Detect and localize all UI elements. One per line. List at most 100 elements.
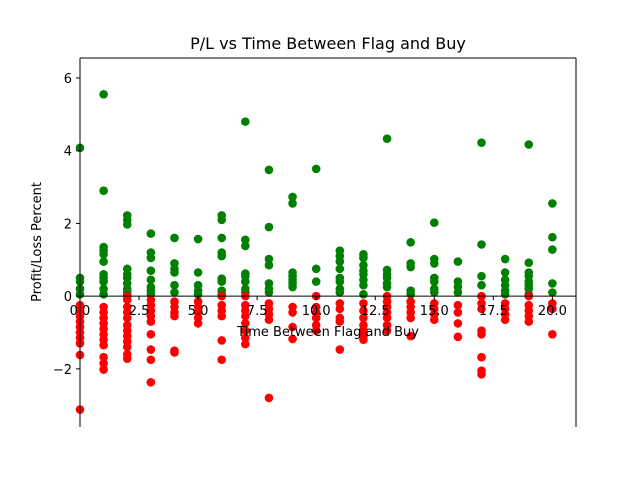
profit-point xyxy=(217,215,227,225)
x-tick-label: 12.5 xyxy=(361,304,390,319)
profit-point xyxy=(548,288,557,297)
loss-point xyxy=(217,336,227,345)
profit-point xyxy=(382,134,392,144)
profit-point xyxy=(335,277,345,286)
profit-point xyxy=(217,233,227,243)
profit-point xyxy=(548,279,557,288)
profit-point xyxy=(359,253,368,263)
profit-point xyxy=(170,288,179,297)
profit-point xyxy=(477,240,486,249)
axes-layer: 0.0 2.5 5.0 7.5 10.0 12.5 15.0 17.5 20.0 −2 0 2 4 6 xyxy=(53,57,577,427)
loss-point xyxy=(453,300,463,310)
x-tick-label: 15.0 xyxy=(420,304,449,319)
loss-point xyxy=(241,326,250,335)
y-axis-title: Profit/Loss Percent xyxy=(30,182,45,302)
loss-point xyxy=(335,313,345,323)
loss-point xyxy=(122,349,132,359)
profit-point xyxy=(264,254,274,264)
profit-point xyxy=(99,290,108,299)
profit-point xyxy=(406,262,415,272)
profit-point xyxy=(146,229,156,238)
y-tick-label: 0 xyxy=(64,290,72,305)
loss-point xyxy=(477,299,486,308)
loss-point xyxy=(335,345,345,354)
x-tick-label: 7.5 xyxy=(247,304,268,319)
loss-point xyxy=(99,359,108,368)
loss-point xyxy=(453,319,463,328)
loss-point xyxy=(429,299,439,308)
loss-point xyxy=(217,355,227,365)
loss-point xyxy=(146,377,156,387)
loss-point xyxy=(382,320,392,330)
loss-point xyxy=(406,331,415,341)
profit-point xyxy=(500,290,510,299)
profit-point xyxy=(453,288,463,297)
profit-point xyxy=(524,140,534,149)
loss-point xyxy=(359,320,368,330)
loss-point xyxy=(241,319,250,328)
loss-point xyxy=(241,339,250,349)
loss-point xyxy=(477,352,486,362)
profit-point xyxy=(406,238,415,247)
loss-point xyxy=(99,352,108,362)
loss-point xyxy=(264,393,274,403)
profit-point xyxy=(311,264,321,274)
profit-point xyxy=(477,280,486,290)
profit-point xyxy=(311,277,321,286)
profit-point xyxy=(217,277,227,286)
profit-point xyxy=(146,253,156,263)
loss-point xyxy=(477,366,486,375)
profit-point xyxy=(429,218,439,227)
profit-point xyxy=(288,192,297,202)
points-layer xyxy=(75,90,557,414)
loss-point xyxy=(122,320,132,330)
profit-point xyxy=(335,257,345,266)
loss-point xyxy=(146,345,156,354)
loss-point xyxy=(500,299,510,308)
profit-point xyxy=(99,90,108,99)
chart-title: P/L vs Time Between Flag and Buy xyxy=(190,34,466,53)
loss-point xyxy=(217,300,227,310)
y-tick-label: −2 xyxy=(53,363,72,378)
profit-point xyxy=(359,280,368,290)
profit-point xyxy=(241,241,250,251)
profit-point xyxy=(122,220,132,229)
profit-point xyxy=(548,245,557,254)
profit-point xyxy=(264,165,274,175)
loss-point xyxy=(193,297,203,306)
y-tick-label: 2 xyxy=(64,217,72,232)
profit-point xyxy=(524,258,534,267)
x-tick-label: 0.0 xyxy=(70,304,91,319)
loss-point xyxy=(477,326,486,335)
profit-point xyxy=(146,275,156,285)
loss-point xyxy=(311,320,321,330)
profit-point xyxy=(382,282,392,292)
profit-point xyxy=(335,288,345,297)
profit-point xyxy=(99,250,108,259)
profit-point xyxy=(288,199,297,208)
profit-point xyxy=(193,268,203,277)
profit-point xyxy=(288,282,297,292)
loss-point xyxy=(122,302,132,312)
profit-point xyxy=(193,234,203,244)
x-tick-label: 2.5 xyxy=(129,304,150,319)
profit-point xyxy=(170,233,179,243)
profit-point xyxy=(548,232,557,242)
profit-point xyxy=(264,288,274,297)
x-tick-label: 5.0 xyxy=(188,304,209,319)
profit-point xyxy=(453,257,463,266)
profit-point xyxy=(429,277,439,286)
loss-point xyxy=(548,330,557,339)
loss-point xyxy=(359,313,368,323)
profit-point xyxy=(548,199,557,208)
profit-point xyxy=(500,254,510,264)
profit-point xyxy=(359,290,368,299)
profit-point xyxy=(264,260,274,270)
x-tick-label: 10.0 xyxy=(302,304,331,319)
x-tick-label: 20.0 xyxy=(538,304,567,319)
loss-point xyxy=(264,299,274,308)
profit-point xyxy=(217,251,227,261)
loss-point xyxy=(453,332,463,342)
profit-point xyxy=(99,257,108,266)
